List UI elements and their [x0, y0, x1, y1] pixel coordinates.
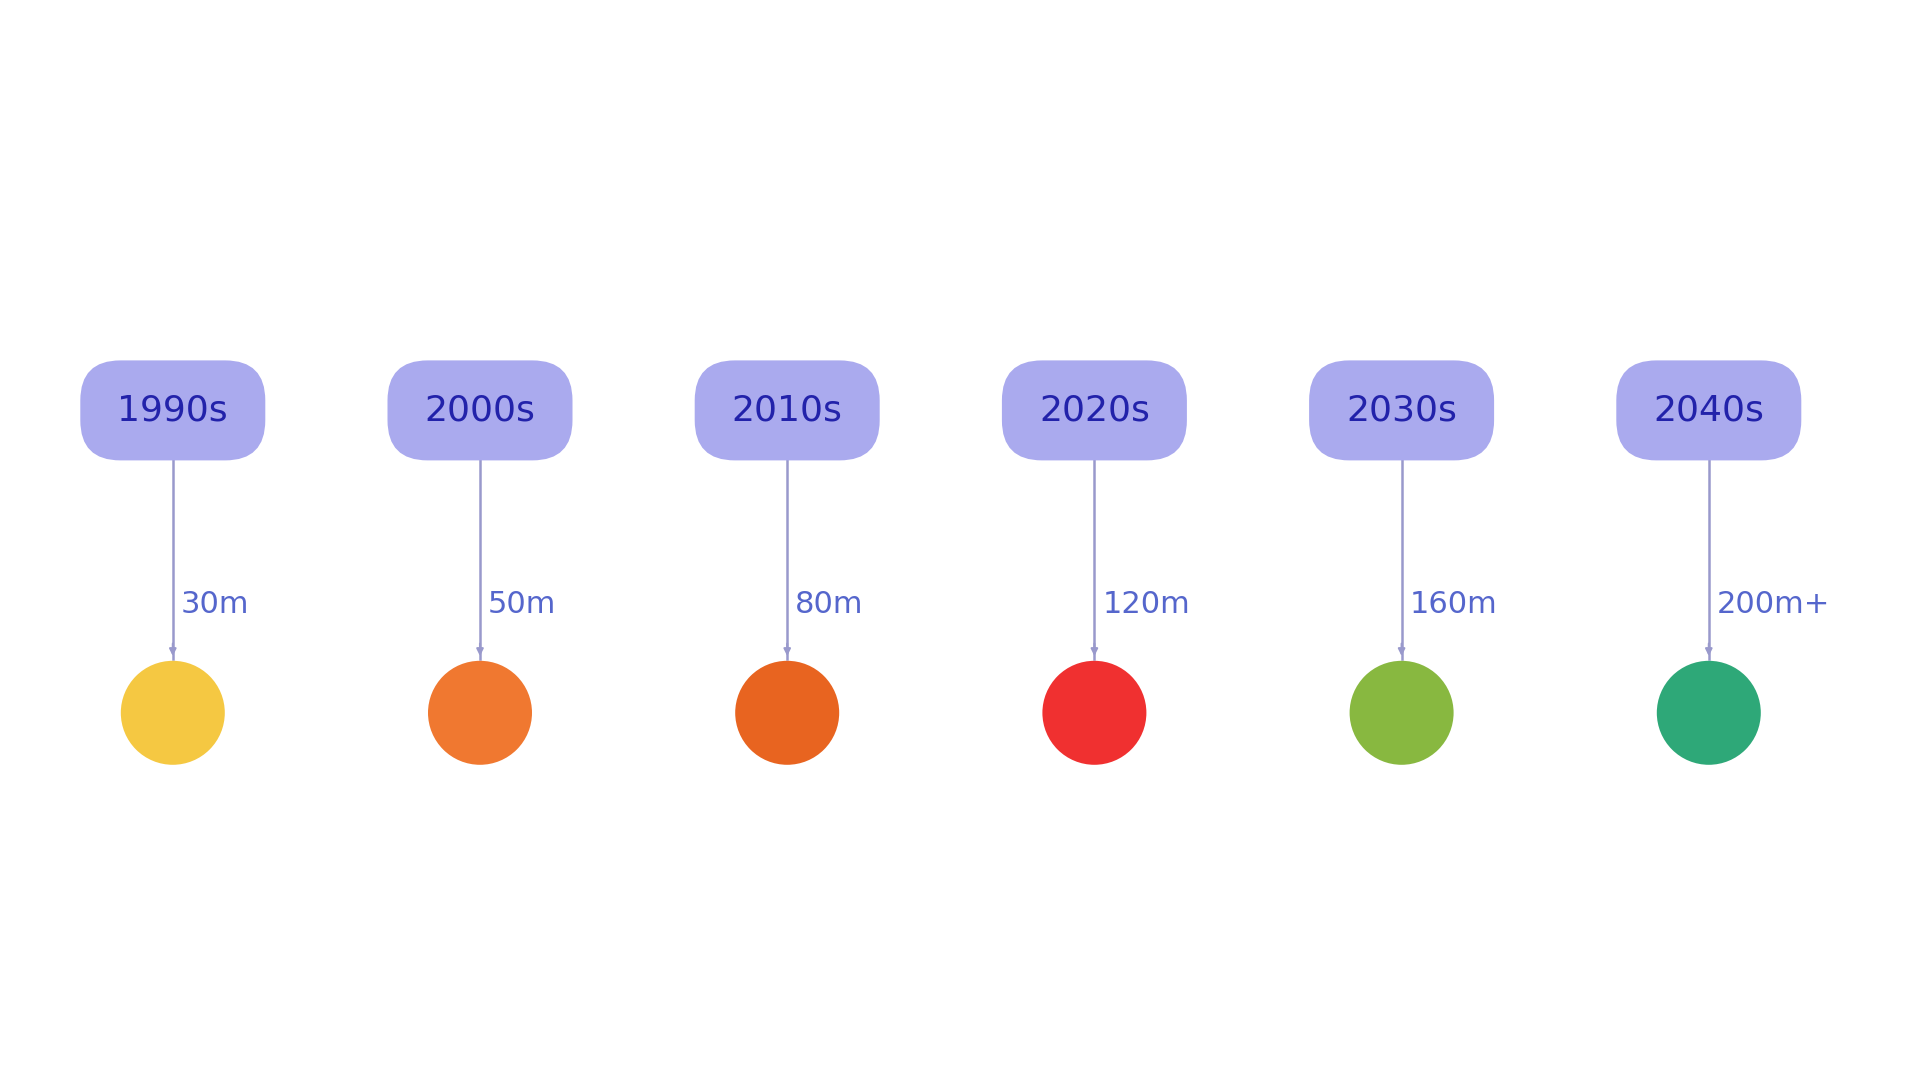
Text: 120m: 120m [1102, 591, 1190, 619]
Text: 2010s: 2010s [732, 393, 843, 428]
Text: 2030s: 2030s [1346, 393, 1457, 428]
Text: 160m: 160m [1409, 591, 1498, 619]
FancyBboxPatch shape [388, 361, 572, 460]
Circle shape [735, 661, 839, 765]
Circle shape [428, 661, 532, 765]
Text: 30m: 30m [180, 591, 250, 619]
Text: 2000s: 2000s [424, 393, 536, 428]
Text: 50m: 50m [488, 591, 557, 619]
Circle shape [1350, 661, 1453, 765]
Text: 200m+: 200m+ [1716, 591, 1830, 619]
FancyBboxPatch shape [1617, 361, 1801, 460]
Text: 2040s: 2040s [1653, 393, 1764, 428]
FancyBboxPatch shape [695, 361, 879, 460]
Circle shape [1657, 661, 1761, 765]
Text: 80m: 80m [795, 591, 864, 619]
Text: 2020s: 2020s [1039, 393, 1150, 428]
Circle shape [1043, 661, 1146, 765]
Text: 1990s: 1990s [117, 393, 228, 428]
Circle shape [121, 661, 225, 765]
FancyBboxPatch shape [1002, 361, 1187, 460]
FancyBboxPatch shape [81, 361, 265, 460]
FancyBboxPatch shape [1309, 361, 1494, 460]
